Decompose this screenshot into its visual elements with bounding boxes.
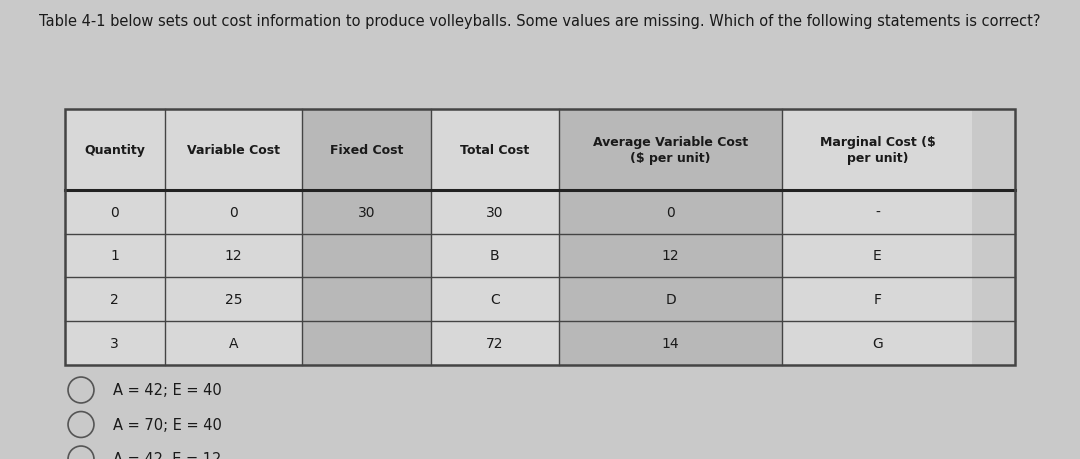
Text: 14: 14 <box>662 336 679 350</box>
Text: 0: 0 <box>110 205 119 219</box>
Text: G: G <box>872 336 882 350</box>
Text: Variable Cost: Variable Cost <box>187 144 280 157</box>
Text: 0: 0 <box>666 205 675 219</box>
Text: 25: 25 <box>225 292 242 307</box>
Text: Quantity: Quantity <box>84 144 145 157</box>
Bar <box>559 110 782 365</box>
Text: Total Cost: Total Cost <box>460 144 529 157</box>
Text: 72: 72 <box>486 336 503 350</box>
Text: 30: 30 <box>486 205 503 219</box>
Text: -: - <box>875 205 880 219</box>
Text: 30: 30 <box>357 205 376 219</box>
Text: A = 42; E = 40: A = 42; E = 40 <box>113 383 222 397</box>
Text: A = 70; E = 40: A = 70; E = 40 <box>113 417 222 432</box>
Text: 12: 12 <box>662 249 679 263</box>
Bar <box>782 110 972 365</box>
Bar <box>302 110 431 365</box>
Text: A: A <box>229 336 239 350</box>
Text: A = 42, E = 12: A = 42, E = 12 <box>113 452 221 459</box>
Text: Average Variable Cost
($ per unit): Average Variable Cost ($ per unit) <box>593 136 748 165</box>
Text: 0: 0 <box>229 205 238 219</box>
Text: 12: 12 <box>225 249 242 263</box>
Text: 2: 2 <box>110 292 119 307</box>
Text: 3: 3 <box>110 336 119 350</box>
Text: 1: 1 <box>110 249 119 263</box>
Text: D: D <box>665 292 676 307</box>
Text: Table 4-1 below sets out cost information to produce volleyballs. Some values ar: Table 4-1 below sets out cost informatio… <box>39 14 1041 29</box>
Text: B: B <box>490 249 500 263</box>
Bar <box>164 110 302 365</box>
Text: C: C <box>490 292 500 307</box>
Bar <box>65 110 164 365</box>
Bar <box>431 110 559 365</box>
Text: Fixed Cost: Fixed Cost <box>329 144 403 157</box>
Text: F: F <box>874 292 881 307</box>
Text: E: E <box>873 249 881 263</box>
Text: Marginal Cost ($
per unit): Marginal Cost ($ per unit) <box>820 136 935 165</box>
Bar <box>65 110 1015 365</box>
